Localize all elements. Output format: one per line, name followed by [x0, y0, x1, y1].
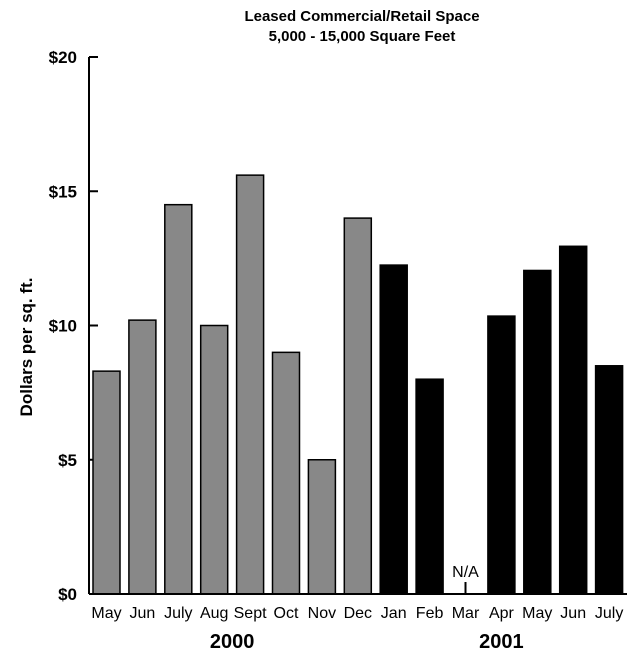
bar-feb-9	[415, 378, 444, 595]
x-tick-label: July	[595, 605, 623, 622]
bar-may-0	[92, 370, 121, 595]
y-axis-label: Dollars per sq. ft.	[17, 278, 36, 417]
bar-nov-6	[307, 459, 337, 595]
bar-dec-7	[343, 217, 373, 595]
bar-aug-3	[199, 324, 229, 595]
bar-jun-1	[128, 319, 157, 595]
y-tick-label: $10	[49, 317, 77, 336]
bar-july-2	[164, 203, 193, 595]
year-labels: 2000 2001	[210, 631, 524, 653]
x-tick-label: Feb	[416, 605, 444, 622]
x-tick-label: July	[164, 605, 192, 622]
x-tick-label: May	[522, 605, 552, 622]
bar-may-12	[523, 269, 552, 595]
missing-value-label: N/A	[452, 564, 479, 581]
bars-group: N/A	[89, 174, 627, 595]
bar-jun-13	[558, 245, 588, 595]
x-tick-label: Aug	[200, 605, 228, 622]
y-tick-label: $5	[58, 451, 77, 470]
x-tick-label: May	[91, 605, 121, 622]
bar-sept-4	[235, 174, 265, 595]
x-tick-label: Mar	[452, 605, 480, 622]
chart-title: Leased Commercial/Retail Space	[244, 8, 479, 25]
bar-july-14	[594, 365, 624, 595]
y-tick-label: $20	[49, 48, 77, 67]
x-tick-label: Apr	[489, 605, 515, 622]
year-label-2001: 2001	[479, 631, 524, 653]
x-axis-labels: May Jun July Aug Sept Oct Nov Dec Jan Feb Mar Apr Ma…	[91, 605, 623, 622]
bar-apr-11	[487, 315, 516, 595]
y-axis: $0 $5 $10 $15 $20	[49, 48, 98, 604]
chart-subtitle: 5,000 - 15,000 Square Feet	[269, 28, 456, 45]
x-tick-label: Jan	[381, 605, 407, 622]
y-tick-label: $15	[49, 182, 77, 201]
year-label-2000: 2000	[210, 631, 255, 653]
x-tick-label: Oct	[274, 605, 299, 622]
x-tick-label: Nov	[308, 605, 336, 622]
x-tick-label: Sept	[234, 605, 267, 622]
bar-jan-8	[379, 264, 408, 595]
x-tick-label: Jun	[130, 605, 156, 622]
bar-oct-5	[271, 351, 301, 595]
x-tick-label: Dec	[344, 605, 372, 622]
y-tick-label: $0	[58, 585, 77, 604]
x-tick-label: Jun	[560, 605, 586, 622]
